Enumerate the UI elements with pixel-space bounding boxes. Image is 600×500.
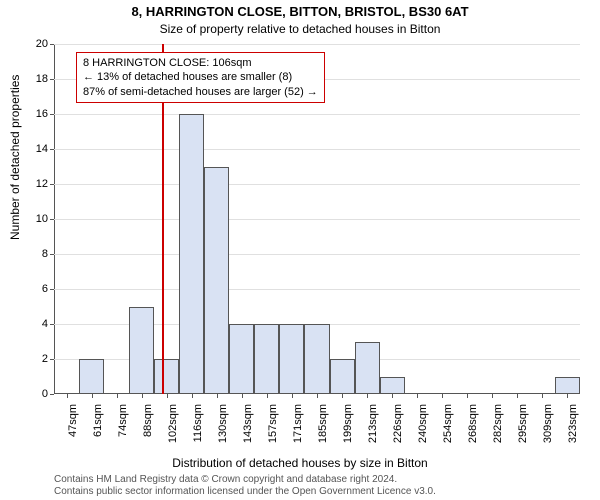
y-tick-mark: [50, 44, 54, 45]
histogram-bar: [330, 359, 355, 394]
x-tick-label: 143sqm: [242, 400, 254, 443]
y-tick-mark: [50, 359, 54, 360]
x-tick-mark: [117, 394, 118, 398]
gridline: [54, 289, 580, 290]
x-tick-mark: [292, 394, 293, 398]
histogram-bar: [229, 324, 254, 394]
x-tick-mark: [317, 394, 318, 398]
histogram-bar: [154, 359, 179, 394]
annotation-line: 8 HARRINGTON CLOSE: 106sqm: [83, 56, 318, 70]
x-tick-label: 240sqm: [417, 400, 429, 443]
y-tick-mark: [50, 289, 54, 290]
gridline: [54, 114, 580, 115]
x-tick-mark: [142, 394, 143, 398]
histogram-bar: [279, 324, 304, 394]
y-tick-mark: [50, 79, 54, 80]
x-tick-mark: [392, 394, 393, 398]
x-tick-mark: [367, 394, 368, 398]
x-tick-mark: [192, 394, 193, 398]
histogram-bar: [204, 167, 229, 395]
histogram-bar: [555, 377, 580, 395]
x-tick-mark: [492, 394, 493, 398]
histogram-bar: [304, 324, 329, 394]
y-axis-label: Number of detached properties: [8, 75, 22, 240]
chart-subtitle: Size of property relative to detached ho…: [0, 22, 600, 36]
x-tick-label: 88sqm: [142, 400, 154, 437]
attribution-line-2: Contains public sector information licen…: [54, 486, 436, 498]
x-tick-mark: [442, 394, 443, 398]
x-tick-mark: [167, 394, 168, 398]
x-tick-label: 295sqm: [517, 400, 529, 443]
x-tick-mark: [92, 394, 93, 398]
annotation-line: ← 13% of detached houses are smaller (8): [83, 70, 318, 84]
gridline: [54, 149, 580, 150]
gridline: [54, 44, 580, 45]
histogram-bar: [179, 114, 204, 394]
y-tick-mark: [50, 149, 54, 150]
attribution-line-1: Contains HM Land Registry data © Crown c…: [54, 474, 436, 486]
x-tick-label: 61sqm: [92, 400, 104, 437]
chart-title: 8, HARRINGTON CLOSE, BITTON, BRISTOL, BS…: [0, 4, 600, 19]
x-tick-label: 185sqm: [317, 400, 329, 443]
x-tick-label: 323sqm: [567, 400, 579, 443]
y-tick-mark: [50, 254, 54, 255]
y-tick-mark: [50, 394, 54, 395]
x-tick-mark: [242, 394, 243, 398]
histogram-bar: [380, 377, 405, 395]
x-tick-mark: [467, 394, 468, 398]
x-tick-label: 213sqm: [367, 400, 379, 443]
histogram-bar: [79, 359, 104, 394]
x-tick-mark: [567, 394, 568, 398]
chart-container: 8, HARRINGTON CLOSE, BITTON, BRISTOL, BS…: [0, 0, 600, 500]
x-tick-label: 226sqm: [392, 400, 404, 443]
x-tick-label: 116sqm: [192, 400, 204, 442]
x-tick-label: 157sqm: [267, 400, 279, 443]
x-tick-label: 171sqm: [292, 400, 304, 443]
x-tick-mark: [342, 394, 343, 398]
x-tick-label: 268sqm: [467, 400, 479, 443]
x-tick-label: 130sqm: [217, 400, 229, 443]
x-tick-mark: [217, 394, 218, 398]
x-tick-mark: [417, 394, 418, 398]
x-tick-label: 47sqm: [67, 400, 79, 437]
gridline: [54, 219, 580, 220]
attribution-text: Contains HM Land Registry data © Crown c…: [54, 474, 436, 498]
y-tick-mark: [50, 114, 54, 115]
histogram-bar: [129, 307, 154, 395]
gridline: [54, 184, 580, 185]
histogram-bar: [254, 324, 279, 394]
x-tick-label: 282sqm: [492, 400, 504, 443]
x-tick-label: 309sqm: [542, 400, 554, 443]
x-axis-label: Distribution of detached houses by size …: [0, 456, 600, 470]
x-tick-label: 254sqm: [442, 400, 454, 443]
y-tick-mark: [50, 219, 54, 220]
x-tick-mark: [517, 394, 518, 398]
x-tick-mark: [67, 394, 68, 398]
x-tick-mark: [542, 394, 543, 398]
y-tick-mark: [50, 184, 54, 185]
y-tick-mark: [50, 324, 54, 325]
x-tick-label: 199sqm: [342, 400, 354, 443]
x-tick-mark: [267, 394, 268, 398]
x-tick-label: 74sqm: [117, 400, 129, 437]
annotation-line: 87% of semi-detached houses are larger (…: [83, 85, 318, 99]
histogram-bar: [355, 342, 380, 395]
x-tick-label: 102sqm: [167, 400, 179, 443]
gridline: [54, 254, 580, 255]
annotation-box: 8 HARRINGTON CLOSE: 106sqm← 13% of detac…: [76, 52, 325, 103]
plot-area: 0246810121416182047sqm61sqm74sqm88sqm102…: [54, 44, 580, 394]
